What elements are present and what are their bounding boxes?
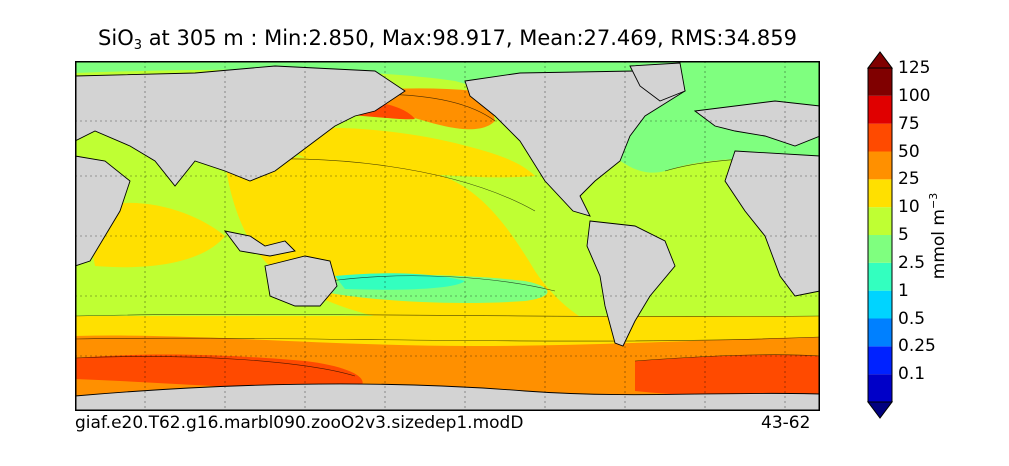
- africa-west: [724, 150, 820, 297]
- colorbar-tick-label: 1: [898, 280, 909, 301]
- colorbar-segment: [868, 179, 892, 208]
- colorbar-tick-label: 75: [898, 113, 920, 134]
- band-25-50-npac-north: [275, 127, 535, 178]
- case-name: giaf.e20.T62.g16.marbl090.zooO2v3.sizede…: [75, 413, 524, 433]
- land: [75, 62, 820, 411]
- band-25-50-indian: [85, 202, 225, 268]
- colorbar-tick-label: 50: [898, 141, 920, 162]
- ocean-map: [75, 61, 820, 411]
- chart-title: SiO3 at 305 m : Min:2.850, Max:98.917, M…: [0, 26, 895, 53]
- colorbar-tick-label: 125: [898, 58, 931, 78]
- colorbar-unit-label: mmol m−3: [927, 193, 949, 279]
- colorbar-tick-label: 2.5: [898, 252, 926, 273]
- europe-east: [693, 100, 820, 147]
- title-variable: SiO: [98, 26, 134, 50]
- colorbar-segment: [868, 95, 892, 124]
- colorbar-segment: [868, 207, 892, 235]
- colorbar-segment: [868, 346, 892, 375]
- australia: [264, 255, 338, 307]
- year-range: 43-62: [761, 413, 811, 433]
- greenland: [629, 62, 686, 102]
- colorbar-segment: [868, 151, 892, 180]
- colorbar-segment: [868, 318, 892, 347]
- colorbar-tick-label: 25: [898, 169, 920, 190]
- unit-text: mmol m: [928, 209, 949, 280]
- south-america: [586, 220, 676, 347]
- map-border: [75, 61, 820, 411]
- colorbar-segment: [868, 235, 892, 263]
- title-subscript: 3: [133, 38, 143, 53]
- eurasia: [75, 65, 406, 187]
- colorbar-tick-label: 10: [898, 197, 920, 218]
- colorbar-segment: [868, 374, 892, 402]
- colorbar-segment: [868, 68, 892, 96]
- colorbar-extend-max: [867, 51, 893, 69]
- colorbar-tick-label: 100: [898, 85, 931, 106]
- title-stats: at 305 m : Min:2.850, Max:98.917, Mean:2…: [142, 26, 797, 50]
- colorbar-tick-label: 0.5: [898, 308, 926, 329]
- africa-east: [75, 155, 131, 267]
- grid-lines: [75, 61, 820, 411]
- colorbar-segment: [868, 123, 892, 152]
- colorbar-tick-label: 0.25: [898, 336, 936, 357]
- colorbar-tick-label: 5: [898, 225, 909, 245]
- unit-exponent: −3: [927, 192, 941, 209]
- colorbar: [867, 51, 893, 419]
- colorbar-extend-min: [867, 401, 893, 419]
- band-75-100-south-east: [635, 354, 820, 398]
- colorbar-border: [867, 67, 893, 403]
- colorbar-segment: [868, 290, 892, 319]
- indonesia: [223, 230, 296, 257]
- antarctica: [75, 383, 820, 411]
- colorbar-segment: [868, 262, 892, 291]
- colorbar-tick-label: 0.1: [898, 364, 926, 385]
